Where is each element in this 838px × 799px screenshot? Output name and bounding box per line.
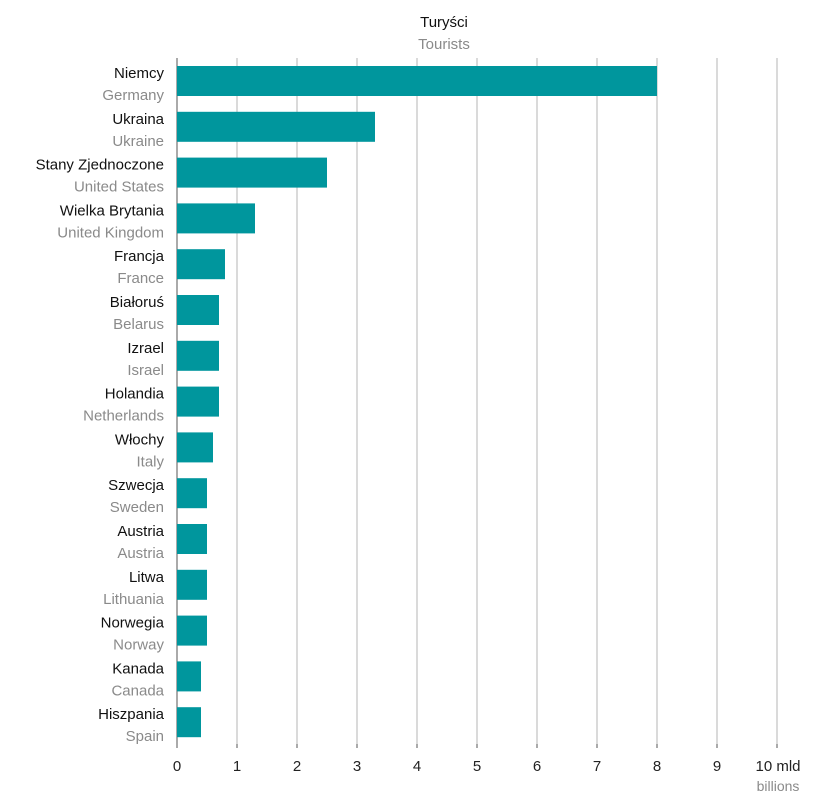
bar <box>177 249 225 280</box>
category-label-en: Spain <box>126 728 164 745</box>
chart-title: Turyści <box>420 14 468 31</box>
category-label-en: Ukraine <box>112 133 164 150</box>
bar <box>177 707 201 738</box>
bar <box>177 66 657 96</box>
x-tick-label: 5 <box>473 758 481 775</box>
category-label-en: Belarus <box>113 316 164 333</box>
category-label-pl: Izrael <box>127 340 164 357</box>
bar <box>177 432 213 463</box>
x-axis: 0 1 2 3 4 5 6 7 8 9 10 mld billions <box>173 744 801 794</box>
category-label-en: Norway <box>113 637 164 654</box>
x-tick-label: 1 <box>233 758 241 775</box>
category-label-en: Germany <box>102 87 164 104</box>
category-label-pl: Białoruś <box>110 294 164 311</box>
x-tick-label: 2 <box>293 758 301 775</box>
category-label-pl: Stany Zjednoczone <box>36 157 164 174</box>
category-label-pl: Litwa <box>129 569 165 586</box>
category-label-en: Italy <box>136 453 164 470</box>
category-label-pl: Ukraina <box>112 111 164 128</box>
category-label-en: United Kingdom <box>57 224 164 241</box>
category-label-en: France <box>117 270 164 287</box>
category-label-en: Netherlands <box>83 408 164 425</box>
category-label-pl: Norwegia <box>101 615 165 632</box>
bars <box>177 66 657 738</box>
bar <box>177 524 207 554</box>
category-label-pl: Wielka Brytania <box>60 202 165 219</box>
bar <box>177 478 207 509</box>
category-label-en: Israel <box>127 362 164 379</box>
x-tick-label: 3 <box>353 758 361 775</box>
category-label-en: Sweden <box>110 499 164 516</box>
category-label-pl: Szwecja <box>108 477 165 494</box>
x-tick-label: 8 <box>653 758 661 775</box>
category-label-pl: Holandia <box>105 386 165 403</box>
category-label-pl: Francja <box>114 248 165 265</box>
x-tick-label: 0 <box>173 758 181 775</box>
category-label-en: United States <box>74 179 164 196</box>
category-labels: Niemcy Germany Ukraina Ukraine Stany Zjednoc… <box>36 65 165 745</box>
x-tick-label: 4 <box>413 758 421 775</box>
x-tick-label: 9 <box>713 758 721 775</box>
bar <box>177 615 207 646</box>
bar <box>177 661 201 692</box>
x-unit-label-en: billions <box>757 778 800 794</box>
bar <box>177 386 219 417</box>
category-label-pl: Niemcy <box>114 65 165 82</box>
bar <box>177 157 327 188</box>
category-label-pl: Austria <box>117 523 164 540</box>
chart-subtitle: Tourists <box>418 36 470 53</box>
category-label-en: Austria <box>117 545 164 562</box>
bar <box>177 340 219 371</box>
category-label-pl: Hiszpania <box>98 706 165 723</box>
bar <box>177 569 207 600</box>
x-tick-label: 6 <box>533 758 541 775</box>
category-label-pl: Włochy <box>115 431 165 448</box>
category-label-pl: Kanada <box>112 660 164 677</box>
category-label-en: Lithuania <box>103 591 165 608</box>
x-tick-label: 7 <box>593 758 601 775</box>
bar <box>177 295 219 325</box>
bar <box>177 203 255 234</box>
x-tick-label: 10 mld <box>755 758 800 775</box>
category-label-en: Canada <box>111 682 164 699</box>
bar <box>177 111 375 142</box>
